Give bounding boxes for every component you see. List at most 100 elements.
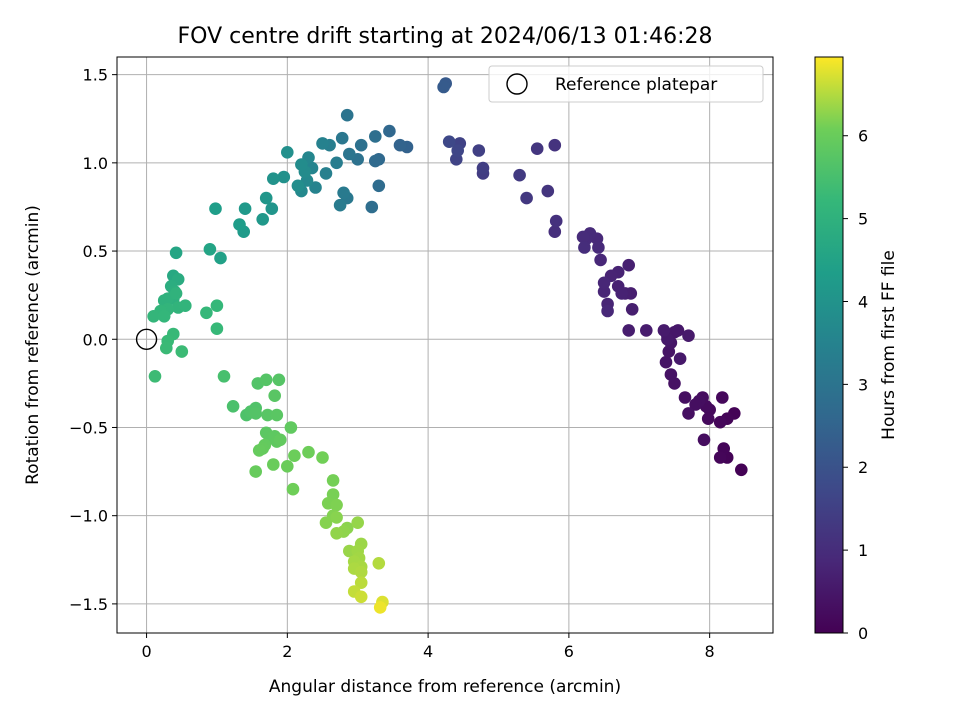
- data-point: [233, 218, 246, 231]
- data-point: [697, 433, 711, 447]
- data-point: [659, 355, 673, 369]
- data-point: [520, 191, 533, 205]
- data-point: [259, 373, 273, 387]
- data-point: [169, 246, 183, 260]
- data-point: [513, 168, 526, 182]
- data-point: [238, 202, 252, 215]
- data-point: [272, 373, 286, 387]
- data-point: [597, 276, 611, 290]
- data-point: [597, 285, 611, 298]
- data-point: [330, 498, 343, 512]
- data-point: [337, 186, 350, 200]
- data-point: [169, 287, 183, 300]
- x-tick-label: 4: [423, 642, 433, 661]
- data-point: [259, 191, 273, 205]
- y-axis-label: Rotation from reference (arcmin): [23, 205, 43, 485]
- data-point: [601, 304, 614, 318]
- data-point: [252, 444, 266, 457]
- x-axis-ticks: 0 2 4 6 8: [141, 633, 715, 661]
- data-point: [319, 516, 333, 529]
- x-tick-label: 6: [564, 642, 574, 661]
- data-points: [147, 77, 748, 614]
- data-point: [383, 124, 396, 138]
- data-point: [682, 329, 695, 343]
- data-point: [249, 465, 262, 478]
- data-point: [442, 135, 456, 148]
- colorbar-tick-label: 3: [858, 375, 868, 394]
- data-point: [209, 202, 222, 215]
- y-tick-label: 0.5: [83, 242, 108, 261]
- data-point: [548, 138, 562, 152]
- data-point: [640, 324, 653, 337]
- legend-marker: [506, 73, 528, 95]
- data-point: [701, 412, 715, 426]
- data-point: [592, 241, 605, 254]
- data-point: [281, 146, 294, 159]
- data-point: [160, 341, 173, 355]
- data-point: [267, 458, 280, 471]
- data-point: [330, 156, 343, 170]
- data-point: [594, 253, 607, 267]
- data-point: [678, 391, 692, 404]
- x-tick-label: 0: [141, 642, 151, 661]
- data-point: [316, 137, 329, 150]
- legend-box: [488, 65, 764, 103]
- data-point: [217, 370, 231, 383]
- x-axis-label: Angular distance from reference (arcmin): [269, 677, 621, 697]
- data-point: [319, 167, 333, 180]
- colorbar-tick-label: 6: [858, 127, 868, 146]
- data-point: [267, 172, 280, 185]
- data-point: [340, 108, 354, 122]
- data-point: [373, 601, 387, 614]
- data-point: [372, 179, 386, 193]
- data-point: [265, 202, 279, 215]
- data-point: [270, 408, 284, 422]
- data-point: [735, 463, 748, 477]
- data-point: [578, 241, 591, 254]
- data-point: [673, 352, 687, 366]
- y-tick-label: −1.5: [69, 595, 108, 614]
- chart-title: FOV centre drift starting at 2024/06/13 …: [178, 24, 713, 49]
- y-tick-label: 1.5: [83, 66, 108, 85]
- data-point: [214, 251, 227, 265]
- data-point: [716, 391, 729, 404]
- data-point: [541, 184, 555, 198]
- data-point: [148, 370, 162, 383]
- data-point: [393, 138, 407, 152]
- data-point: [147, 310, 160, 323]
- colorbar-label: Hours from first FF file: [879, 250, 899, 440]
- data-point: [256, 213, 270, 226]
- legend: Reference platepar: [488, 65, 764, 103]
- data-point: [671, 324, 685, 337]
- legend-label: Reference platepar: [555, 75, 717, 95]
- data-point: [451, 144, 465, 157]
- data-point: [713, 451, 727, 464]
- data-point: [330, 511, 343, 524]
- plot-frame: [116, 56, 774, 634]
- data-point: [657, 324, 671, 337]
- data-point: [354, 138, 368, 152]
- data-point: [682, 407, 695, 420]
- grid-lines: [117, 57, 773, 633]
- data-point: [549, 214, 563, 228]
- data-point: [576, 230, 590, 244]
- data-point: [157, 310, 171, 323]
- data-point: [200, 306, 213, 320]
- y-axis-ticks: −1.5 −1.0 −0.5 0.0 0.5 1.0 1.5: [69, 66, 117, 614]
- colorbar-ticks: 0 1 2 3 4 5 6: [843, 127, 868, 643]
- data-point: [354, 590, 368, 604]
- data-point: [210, 299, 224, 313]
- data-point: [291, 179, 305, 193]
- y-tick-label: 0.0: [83, 330, 108, 349]
- data-point: [295, 158, 308, 171]
- y-tick-label: 1.0: [83, 154, 108, 173]
- data-point: [354, 576, 368, 589]
- colorbar-tick-label: 1: [858, 541, 868, 560]
- data-point: [210, 322, 224, 336]
- data-point: [689, 398, 702, 411]
- data-point: [274, 433, 287, 447]
- data-point: [333, 198, 347, 212]
- data-point: [472, 144, 486, 157]
- data-point: [354, 565, 368, 579]
